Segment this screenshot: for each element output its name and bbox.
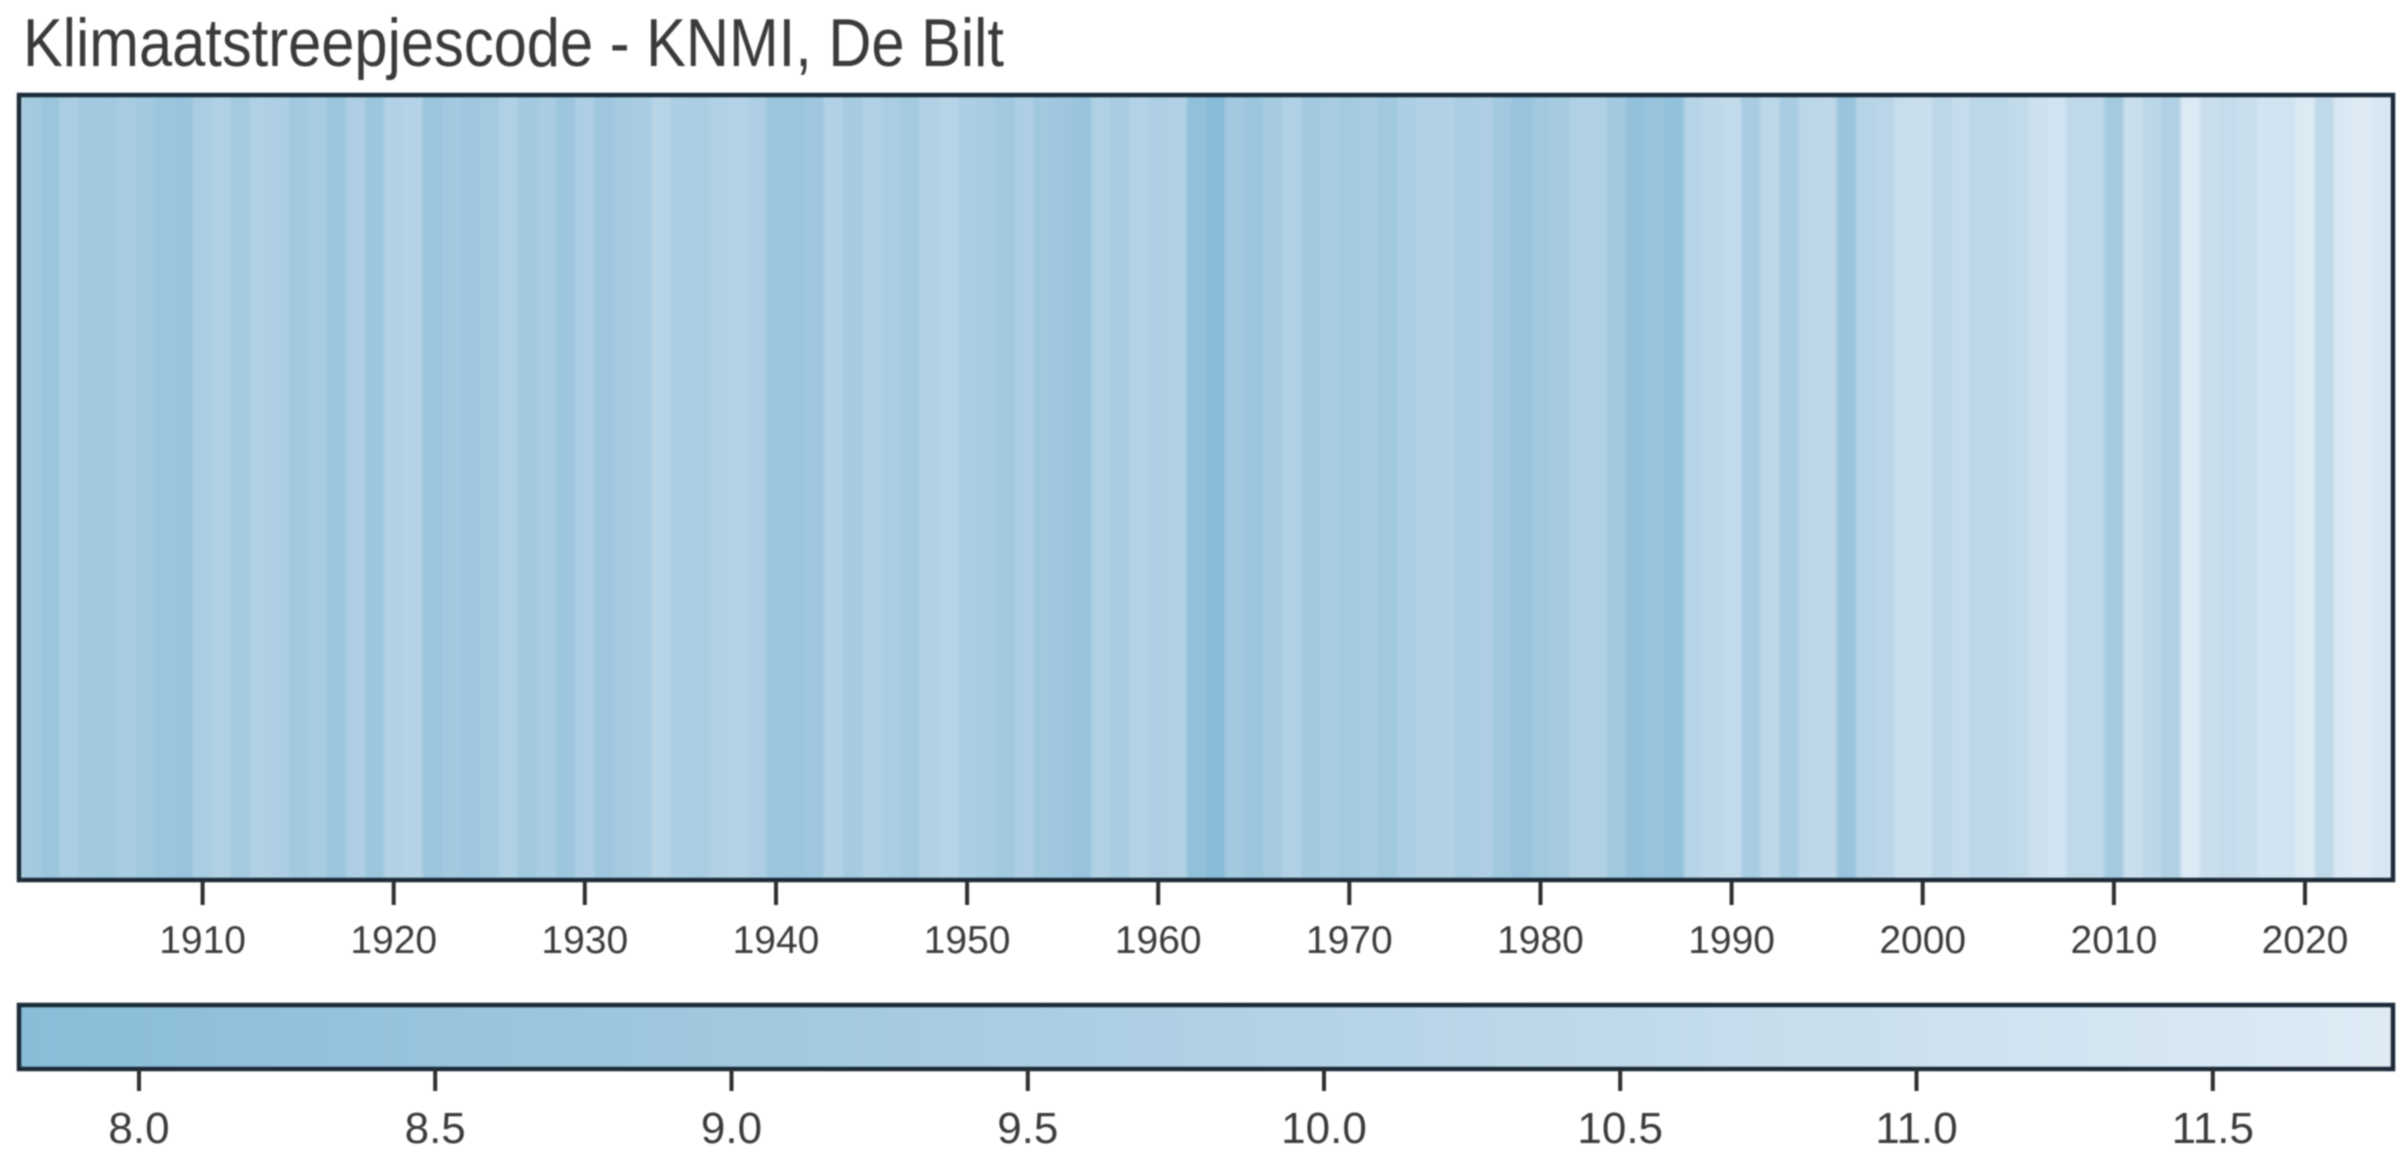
svg-text:11.5: 11.5 (2172, 1104, 2254, 1153)
svg-text:1940: 1940 (733, 919, 820, 962)
svg-text:2000: 2000 (1879, 919, 1966, 962)
svg-text:1910: 1910 (159, 919, 246, 962)
svg-text:1920: 1920 (350, 919, 437, 962)
svg-text:2010: 2010 (2071, 919, 2158, 962)
svg-text:11.0: 11.0 (1875, 1104, 1957, 1153)
svg-text:10.5: 10.5 (1577, 1104, 1663, 1153)
svg-text:1980: 1980 (1497, 919, 1584, 962)
svg-text:1950: 1950 (924, 919, 1011, 962)
svg-text:1970: 1970 (1306, 919, 1393, 962)
svg-text:10.0: 10.0 (1281, 1104, 1367, 1153)
svg-text:1990: 1990 (1688, 919, 1775, 962)
svg-text:1960: 1960 (1115, 919, 1202, 962)
svg-text:1930: 1930 (541, 919, 628, 962)
svg-text:Klimaatstreepjescode - KNMI, D: Klimaatstreepjescode - KNMI, De Bilt (23, 5, 1004, 81)
svg-text:9.5: 9.5 (997, 1104, 1058, 1153)
svg-text:8.0: 8.0 (108, 1104, 169, 1153)
svg-text:2020: 2020 (2262, 919, 2349, 962)
svg-text:8.5: 8.5 (405, 1104, 466, 1153)
svg-text:9.0: 9.0 (701, 1104, 762, 1153)
